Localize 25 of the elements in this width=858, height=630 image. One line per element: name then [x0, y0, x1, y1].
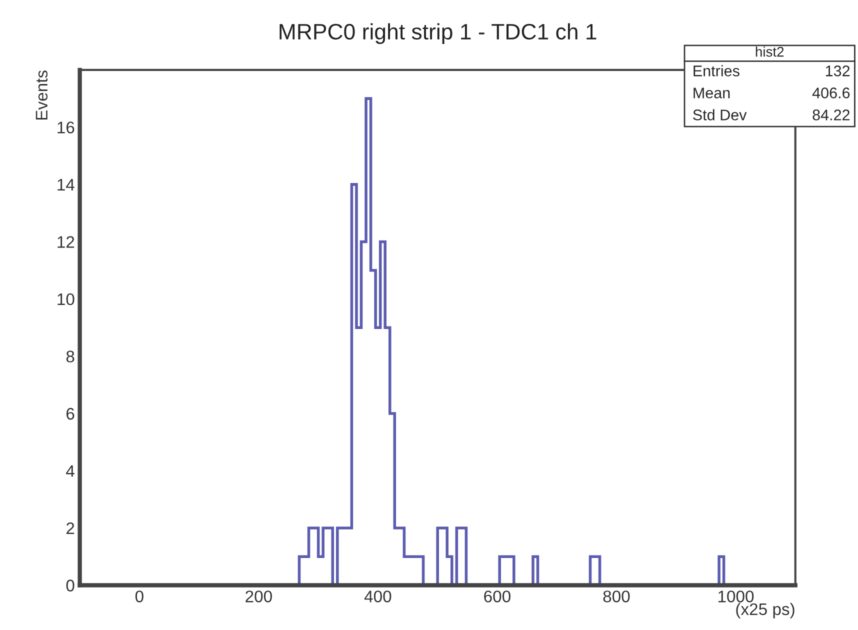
- y-tick-label: 10: [58, 293, 74, 306]
- annotation: Std Dev: [693, 109, 747, 120]
- y-tick-label: 14: [58, 179, 74, 190]
- y-tick-label: 12: [58, 236, 74, 248]
- y-axis-title: Events: [36, 70, 48, 120]
- annotation: Mean: [694, 88, 730, 98]
- x-axis-title: (x25 ps): [736, 602, 794, 618]
- y-tick-label: 6: [66, 408, 74, 420]
- text: 406.6: [812, 88, 850, 98]
- y-tick-label: 4: [66, 465, 74, 477]
- x-tick-label: 600: [484, 590, 510, 602]
- annotation: Entries: [694, 65, 740, 76]
- y-tick-label: 2: [66, 522, 74, 534]
- x-tick-label: 200: [246, 590, 272, 602]
- text: 132: [826, 66, 850, 76]
- x-tick-label: 0: [135, 590, 144, 602]
- y-tick-label: 16: [58, 122, 74, 134]
- text: 84.22: [812, 110, 850, 120]
- x-tick-label: 400: [364, 590, 392, 602]
- text: hist2: [756, 46, 784, 57]
- chart-title: MRPC0 right strip 1 - TDC1 ch 1: [280, 23, 596, 44]
- x-tick-label: 800: [603, 590, 630, 602]
- y-tick-label: 8: [66, 350, 74, 362]
- x-tick-label: 1000: [718, 590, 754, 602]
- y-tick-label: 0: [66, 580, 74, 592]
